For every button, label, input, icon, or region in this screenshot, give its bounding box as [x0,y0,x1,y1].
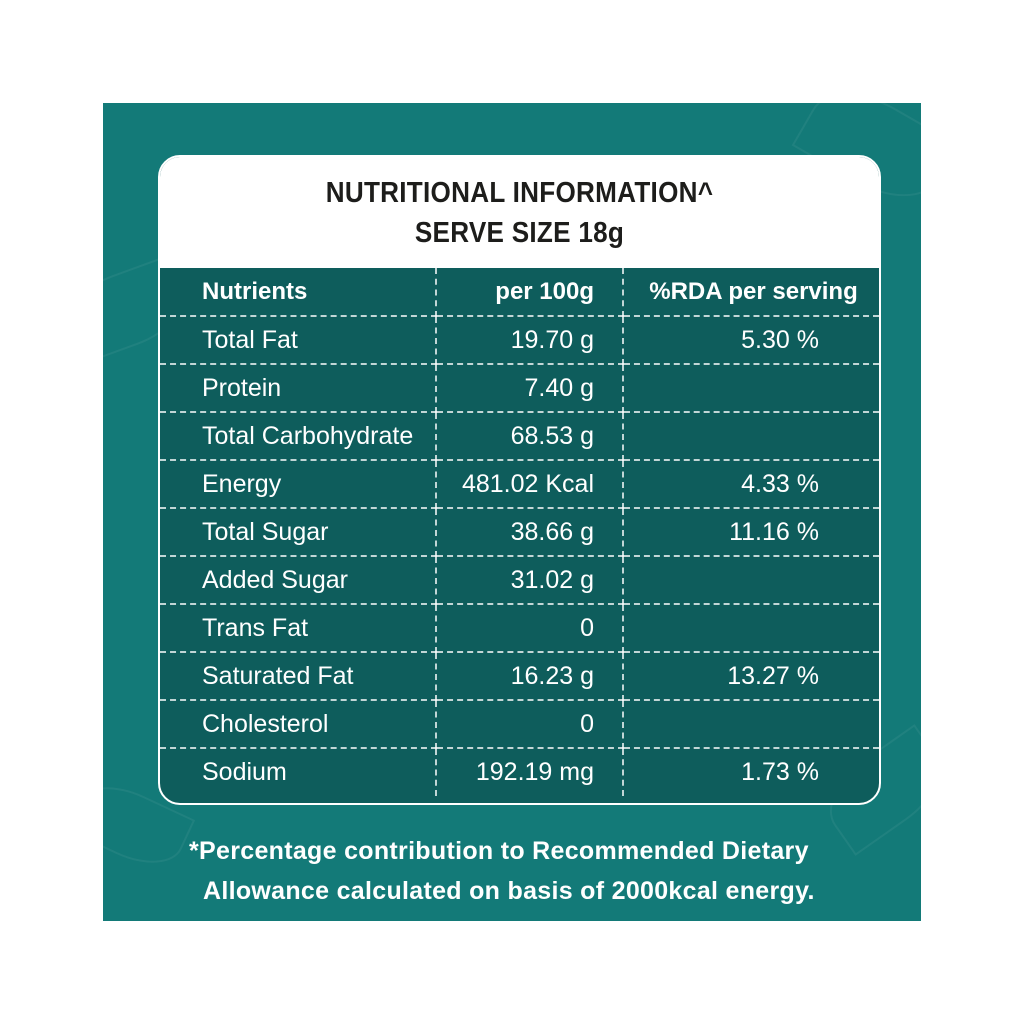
rda-value: 4.33 % [623,460,879,509]
per-100g-value: 19.70 g [436,316,624,365]
nutrient-name: Energy [160,460,437,509]
table-row: Sodium 192.19 mg 1.73 % [160,748,879,796]
table-row: Total Fat 19.70 g 5.30 % [160,316,879,365]
table-row: Total Carbohydrate 68.53 g [160,412,879,461]
rda-value: 11.16 % [623,508,879,557]
per-100g-value: 0 [436,604,624,653]
rda-value [623,364,879,413]
nutrient-name: Added Sugar [160,556,437,605]
rda-value: 5.30 % [623,316,879,365]
rda-footnote: *Percentage contribution to Recommended … [189,831,889,911]
table-row: Energy 481.02 Kcal 4.33 % [160,460,879,509]
nutrient-name: Cholesterol [160,700,437,749]
nutrition-panel: NUTRITIONAL INFORMATION^ SERVE SIZE 18g … [103,103,921,921]
per-100g-value: 0 [436,700,624,749]
table-row: Trans Fat 0 [160,604,879,653]
footnote-line-2: Allowance calculated on basis of 2000kca… [203,877,815,905]
per-100g-value: 68.53 g [436,412,624,461]
rda-value [623,556,879,605]
nutrition-table: Nutrients per 100g %RDA per serving Tota… [160,268,879,796]
rda-value: 13.27 % [623,652,879,701]
nutrient-name: Protein [160,364,437,413]
per-100g-value: 192.19 mg [436,748,624,796]
rda-value [623,700,879,749]
rda-value [623,604,879,653]
rda-value [623,412,879,461]
table-row: Added Sugar 31.02 g [160,556,879,605]
column-header-per-100g: per 100g [436,268,624,317]
table-row: Cholesterol 0 [160,700,879,749]
table-row: Protein 7.40 g [160,364,879,413]
nutrient-name: Total Sugar [160,508,437,557]
nutrient-name: Total Carbohydrate [160,412,437,461]
nutrition-card: NUTRITIONAL INFORMATION^ SERVE SIZE 18g … [158,155,881,805]
nutrient-name: Total Fat [160,316,437,365]
nutrient-name: Sodium [160,748,437,796]
footnote-line-1: *Percentage contribution to Recommended … [189,837,809,865]
per-100g-value: 481.02 Kcal [436,460,624,509]
column-header-rda: %RDA per serving [623,268,879,317]
table-header-row: Nutrients per 100g %RDA per serving [160,268,879,317]
per-100g-value: 16.23 g [436,652,624,701]
table-row: Total Sugar 38.66 g 11.16 % [160,508,879,557]
column-header-nutrients: Nutrients [160,268,437,317]
nutrient-name: Saturated Fat [160,652,437,701]
per-100g-value: 7.40 g [436,364,624,413]
card-header: NUTRITIONAL INFORMATION^ SERVE SIZE 18g [160,157,879,268]
table-row: Saturated Fat 16.23 g 13.27 % [160,652,879,701]
per-100g-value: 31.02 g [436,556,624,605]
serve-size: SERVE SIZE 18g [414,217,625,249]
rda-value: 1.73 % [741,758,819,786]
nutrition-title: NUTRITIONAL INFORMATION^ [325,177,714,209]
per-100g-value: 38.66 g [436,508,624,557]
nutrient-name: Trans Fat [160,604,437,653]
